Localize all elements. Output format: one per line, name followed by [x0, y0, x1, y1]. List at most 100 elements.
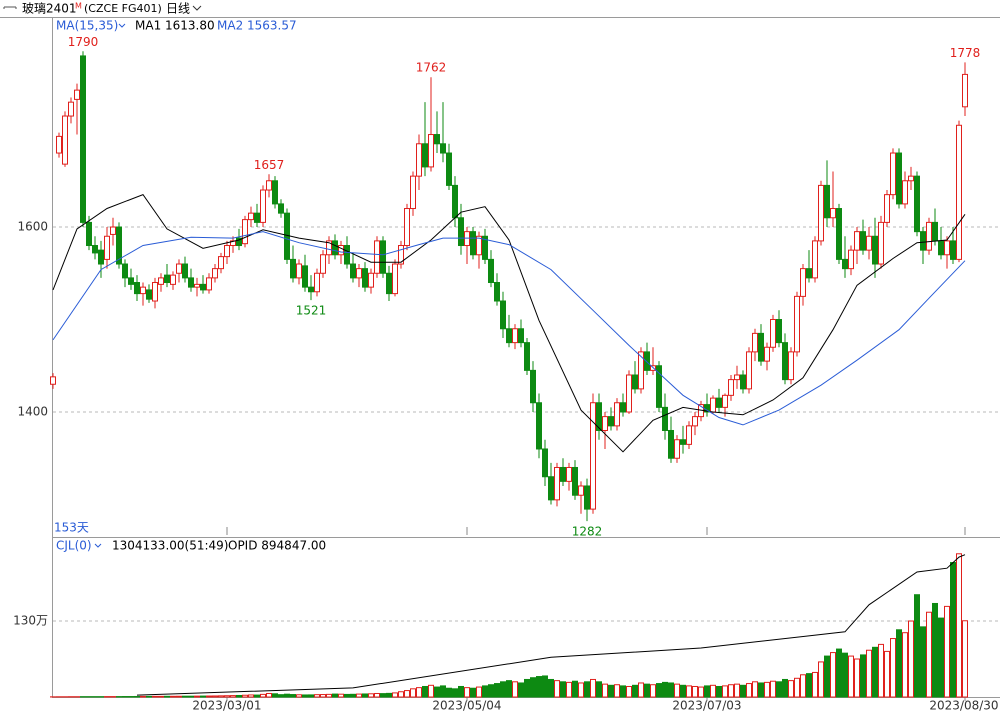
candle-body [422, 143, 428, 168]
candle-body [584, 485, 590, 510]
open-interest-line [136, 554, 966, 696]
indicator-dropdown[interactable] [118, 23, 126, 28]
volume-bar [764, 681, 770, 698]
volume-bar [242, 694, 248, 698]
volume-bar [716, 685, 722, 698]
volume-bar [452, 688, 458, 698]
candle-body [224, 245, 230, 258]
candle-body [590, 402, 596, 510]
candle-body [950, 240, 956, 260]
candle-body [254, 212, 260, 223]
volume-bar [956, 553, 962, 698]
candle-body [122, 263, 128, 279]
volume-bar [554, 680, 560, 698]
candle-body [200, 283, 206, 291]
candle-body [176, 263, 182, 274]
volume-dropdown[interactable] [94, 543, 102, 548]
candle-body [668, 429, 674, 459]
ma-indicator[interactable]: MA(15,35) [56, 19, 118, 33]
volume-bar [788, 680, 794, 698]
candle-body [416, 143, 422, 177]
volume-bar [302, 694, 308, 698]
candle-body [674, 439, 680, 459]
candle-body [146, 289, 152, 300]
volume-bar [932, 602, 938, 698]
candle-body [86, 221, 92, 247]
candle-body [596, 402, 602, 431]
volume-bar [542, 675, 548, 698]
period[interactable]: 日线 [166, 2, 190, 16]
candle-body [812, 240, 818, 279]
candle-body [902, 180, 908, 205]
candle-body [722, 394, 728, 408]
volume-tick-label: 130万 [13, 614, 48, 628]
volume-indicator[interactable]: CJL(0) [56, 539, 92, 553]
volume-bar [518, 682, 524, 698]
volume-bar [470, 687, 476, 698]
volume-bar [278, 694, 284, 698]
volume-bar [332, 693, 338, 698]
candle-body [524, 342, 530, 371]
volume-bar [830, 652, 836, 698]
candle-body [938, 240, 944, 256]
x-tick-label: 2023/03/01 [192, 699, 261, 713]
volume-bar [926, 611, 932, 698]
candle-body [260, 189, 266, 223]
candle-body [680, 439, 686, 445]
candle-body [800, 268, 806, 297]
candle-body [152, 282, 158, 302]
y-tick-label: 1400 [17, 404, 48, 418]
candle-body [494, 282, 500, 302]
candle-body [458, 217, 464, 247]
volume-bar [560, 681, 566, 698]
volume-bar [668, 682, 674, 698]
volume-bar [350, 693, 356, 698]
candle-body [74, 89, 80, 100]
volume-bar [464, 687, 470, 698]
candle-body [752, 332, 758, 353]
menu-icon[interactable] [3, 6, 17, 9]
candle-body [734, 374, 740, 381]
volume-bar [284, 693, 290, 698]
candle-body [482, 235, 488, 260]
candle-body [242, 219, 248, 245]
candle-body [500, 300, 506, 330]
volume-bar [908, 620, 914, 698]
candle-body [266, 180, 272, 191]
extreme-label: 1778 [950, 46, 981, 60]
volume-bar [152, 695, 158, 698]
volume-bar [698, 686, 704, 698]
candle-body [602, 416, 608, 431]
volume-bar [782, 678, 788, 698]
candle-body [194, 283, 200, 288]
volume-bar [896, 629, 902, 698]
volume-bar [584, 681, 590, 698]
volume-bar [272, 693, 278, 698]
volume-bar [866, 649, 872, 698]
volume-bar [854, 658, 860, 698]
candle-body [566, 466, 572, 482]
volume-bar [380, 693, 386, 698]
volume-bar [620, 685, 626, 698]
volume-bar [188, 695, 194, 698]
volume-bar [662, 681, 668, 698]
volume-bar [722, 685, 728, 698]
volume-bar [374, 692, 380, 698]
volume-bar [530, 677, 536, 698]
period-dropdown[interactable] [192, 5, 202, 11]
candle-body [896, 152, 902, 205]
candle-body [272, 180, 278, 205]
volume-readout: 1304133.00(51:49) [112, 539, 228, 553]
volume-bar [608, 684, 614, 698]
contract-title[interactable]: 玻璃2401 [22, 2, 77, 16]
candle-body [440, 143, 446, 154]
candle-body [662, 406, 668, 431]
volume-bar [878, 643, 884, 698]
candle-body [218, 256, 224, 270]
volume-bar [740, 684, 746, 698]
volume-bar [920, 626, 926, 698]
volume-bar [200, 695, 206, 698]
volume-bar [902, 632, 908, 698]
candle-body [488, 258, 494, 284]
volume-bar [182, 695, 188, 698]
